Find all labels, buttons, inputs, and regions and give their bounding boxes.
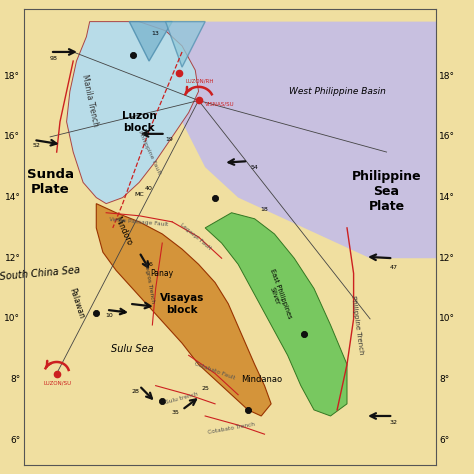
Text: 10°: 10°: [439, 314, 456, 323]
Text: Palawan: Palawan: [67, 287, 86, 320]
Text: 35: 35: [172, 410, 179, 415]
Text: 12°: 12°: [5, 254, 20, 263]
Text: 14°: 14°: [5, 193, 20, 202]
Text: 18: 18: [261, 207, 268, 212]
Text: LUZON/SU: LUZON/SU: [44, 380, 72, 385]
Text: Visayas
block: Visayas block: [160, 293, 204, 315]
Text: South China Sea: South China Sea: [0, 265, 81, 282]
Text: West Philippine Basin: West Philippine Basin: [289, 87, 385, 96]
Text: 16°: 16°: [4, 132, 20, 141]
Text: 10: 10: [106, 313, 113, 319]
Text: East Philippines
Sliver: East Philippines Sliver: [263, 268, 293, 321]
Text: LUZON/RH: LUZON/RH: [185, 78, 214, 83]
Text: Sulu trench: Sulu trench: [165, 391, 199, 404]
Text: Legazpi Fault: Legazpi Fault: [179, 223, 212, 251]
Text: 18°: 18°: [4, 72, 20, 81]
Text: Luzon
block: Luzon block: [122, 111, 156, 133]
Polygon shape: [205, 213, 347, 416]
Text: 19: 19: [165, 137, 173, 142]
Text: Philippine Fault: Philippine Fault: [137, 129, 161, 175]
Text: 28: 28: [132, 389, 140, 394]
Text: Negros Trench: Negros Trench: [143, 261, 155, 304]
Text: Sulu Sea: Sulu Sea: [111, 344, 154, 354]
Text: 25: 25: [201, 386, 209, 391]
Text: 54: 54: [118, 310, 127, 315]
Text: Mindanao: Mindanao: [241, 375, 282, 384]
Text: 14°: 14°: [439, 193, 455, 202]
Text: 16°: 16°: [439, 132, 456, 141]
Polygon shape: [96, 204, 271, 416]
Text: 47: 47: [389, 265, 397, 270]
Text: 54: 54: [251, 165, 259, 170]
Text: Manila Trench: Manila Trench: [80, 73, 100, 128]
Text: 6°: 6°: [10, 436, 20, 445]
Text: Verde Passage Fault: Verde Passage Fault: [109, 217, 169, 227]
Text: 13: 13: [152, 31, 160, 36]
Polygon shape: [129, 22, 172, 61]
Text: 36: 36: [145, 262, 153, 267]
Text: 32: 32: [389, 419, 397, 425]
Text: 10°: 10°: [4, 314, 20, 323]
Text: 8°: 8°: [10, 375, 20, 384]
Polygon shape: [106, 22, 436, 258]
Text: 40: 40: [145, 186, 153, 191]
Text: Panay: Panay: [151, 269, 174, 278]
Text: Mindoro: Mindoro: [112, 215, 133, 247]
Text: Philippine Trench: Philippine Trench: [350, 295, 364, 355]
Text: Cotabato Fault: Cotabato Fault: [194, 361, 236, 380]
Text: 98: 98: [49, 55, 57, 61]
Text: 18°: 18°: [439, 72, 456, 81]
Text: Sunda
Plate: Sunda Plate: [27, 168, 73, 196]
Text: 8°: 8°: [439, 375, 450, 384]
Polygon shape: [165, 22, 205, 67]
Text: Philippine
Sea
Plate: Philippine Sea Plate: [352, 170, 421, 213]
Text: VISNAS/SU: VISNAS/SU: [205, 101, 235, 106]
Text: 52: 52: [33, 144, 41, 148]
Text: Cotabato Trench: Cotabato Trench: [208, 421, 255, 435]
Text: MC: MC: [134, 192, 144, 197]
Polygon shape: [66, 22, 199, 204]
Text: 12°: 12°: [439, 254, 455, 263]
Text: 6°: 6°: [439, 436, 450, 445]
